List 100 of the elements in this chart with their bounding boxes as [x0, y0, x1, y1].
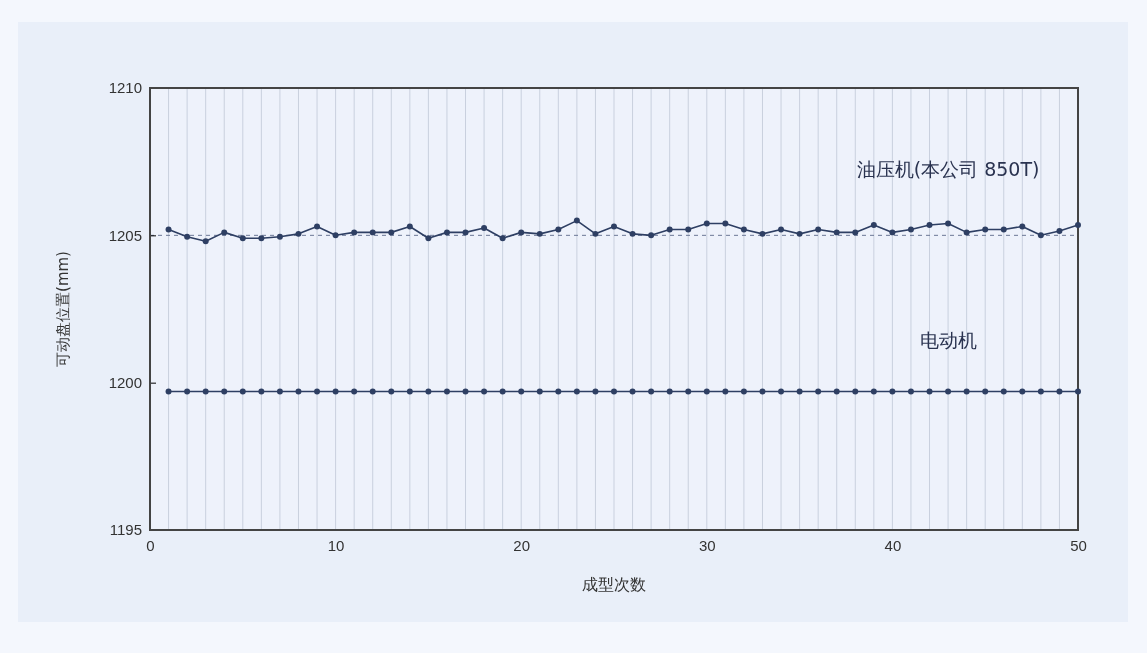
point — [703, 388, 710, 395]
point — [740, 226, 747, 233]
point — [629, 230, 636, 237]
point — [703, 220, 710, 227]
point — [425, 388, 432, 395]
point — [870, 388, 877, 395]
point — [648, 388, 655, 395]
point — [536, 388, 543, 395]
point — [295, 388, 302, 395]
point — [481, 388, 488, 395]
point — [1037, 232, 1044, 239]
point — [351, 388, 358, 395]
point — [945, 388, 952, 395]
point — [666, 226, 673, 233]
point — [276, 233, 283, 240]
point — [852, 229, 859, 236]
point — [518, 229, 525, 236]
y-axis-title: 可动盘位置(mm) — [54, 251, 72, 367]
point — [462, 229, 469, 236]
point — [499, 388, 506, 395]
point — [1075, 222, 1081, 228]
point — [1037, 388, 1044, 395]
point — [573, 217, 580, 224]
point — [295, 230, 302, 237]
point — [833, 229, 840, 236]
x-tick-label: 20 — [513, 536, 531, 554]
y-tick-label: 1195 — [109, 521, 142, 539]
point — [276, 388, 283, 395]
point — [815, 226, 822, 233]
point — [369, 229, 376, 236]
point — [611, 223, 617, 230]
x-tick-label: 40 — [884, 536, 902, 554]
point — [889, 229, 896, 236]
y-tick-label: 1210 — [108, 79, 142, 97]
x-tick-label: 10 — [327, 536, 345, 554]
point — [907, 388, 914, 395]
x-tick-label: 50 — [1070, 536, 1087, 554]
y-tick-label: 1200 — [108, 373, 142, 391]
point — [648, 232, 655, 239]
point — [1019, 388, 1026, 395]
point — [388, 229, 395, 236]
point — [314, 388, 321, 395]
point — [351, 229, 358, 236]
point — [611, 388, 617, 395]
point — [759, 230, 766, 237]
point — [481, 224, 488, 231]
point — [592, 388, 599, 395]
text: 油压机(本公司 850T) — [856, 157, 1040, 180]
point — [982, 226, 989, 233]
point — [963, 229, 970, 236]
point — [388, 388, 395, 395]
point — [314, 223, 321, 230]
point — [443, 388, 450, 395]
y-tick-label: 1205 — [108, 226, 142, 244]
point — [833, 388, 840, 395]
point — [1019, 223, 1026, 230]
point — [778, 388, 785, 395]
point — [1056, 388, 1063, 395]
point — [926, 222, 933, 228]
point — [1000, 388, 1007, 395]
point — [592, 230, 599, 237]
point — [258, 235, 265, 242]
point — [369, 388, 376, 395]
point — [499, 235, 506, 242]
point — [573, 388, 580, 395]
point — [815, 388, 822, 395]
point — [722, 220, 729, 227]
point — [685, 226, 692, 233]
point — [184, 388, 191, 395]
point — [759, 388, 766, 395]
point — [945, 220, 952, 227]
point — [221, 388, 228, 395]
point — [221, 229, 228, 236]
point — [796, 230, 803, 237]
point — [1075, 388, 1081, 395]
point — [963, 388, 970, 395]
point — [184, 233, 191, 240]
point — [778, 226, 785, 233]
point — [518, 388, 525, 395]
point — [907, 226, 914, 233]
x-tick-label: 0 — [146, 536, 155, 554]
point — [165, 226, 172, 233]
point — [332, 232, 339, 239]
point — [536, 230, 543, 237]
point — [332, 388, 339, 395]
point — [239, 388, 246, 395]
x-tick-label: 30 — [698, 536, 716, 554]
point — [443, 229, 450, 236]
text: 电动机 — [919, 328, 977, 351]
point — [555, 226, 562, 233]
point — [722, 388, 729, 395]
x-axis-title: 成型次数 — [582, 575, 646, 594]
point — [258, 388, 265, 395]
point — [870, 222, 877, 228]
point — [666, 388, 673, 395]
point — [425, 235, 432, 242]
point — [406, 223, 413, 230]
point — [1056, 227, 1063, 234]
point — [889, 388, 896, 395]
point — [982, 388, 989, 395]
